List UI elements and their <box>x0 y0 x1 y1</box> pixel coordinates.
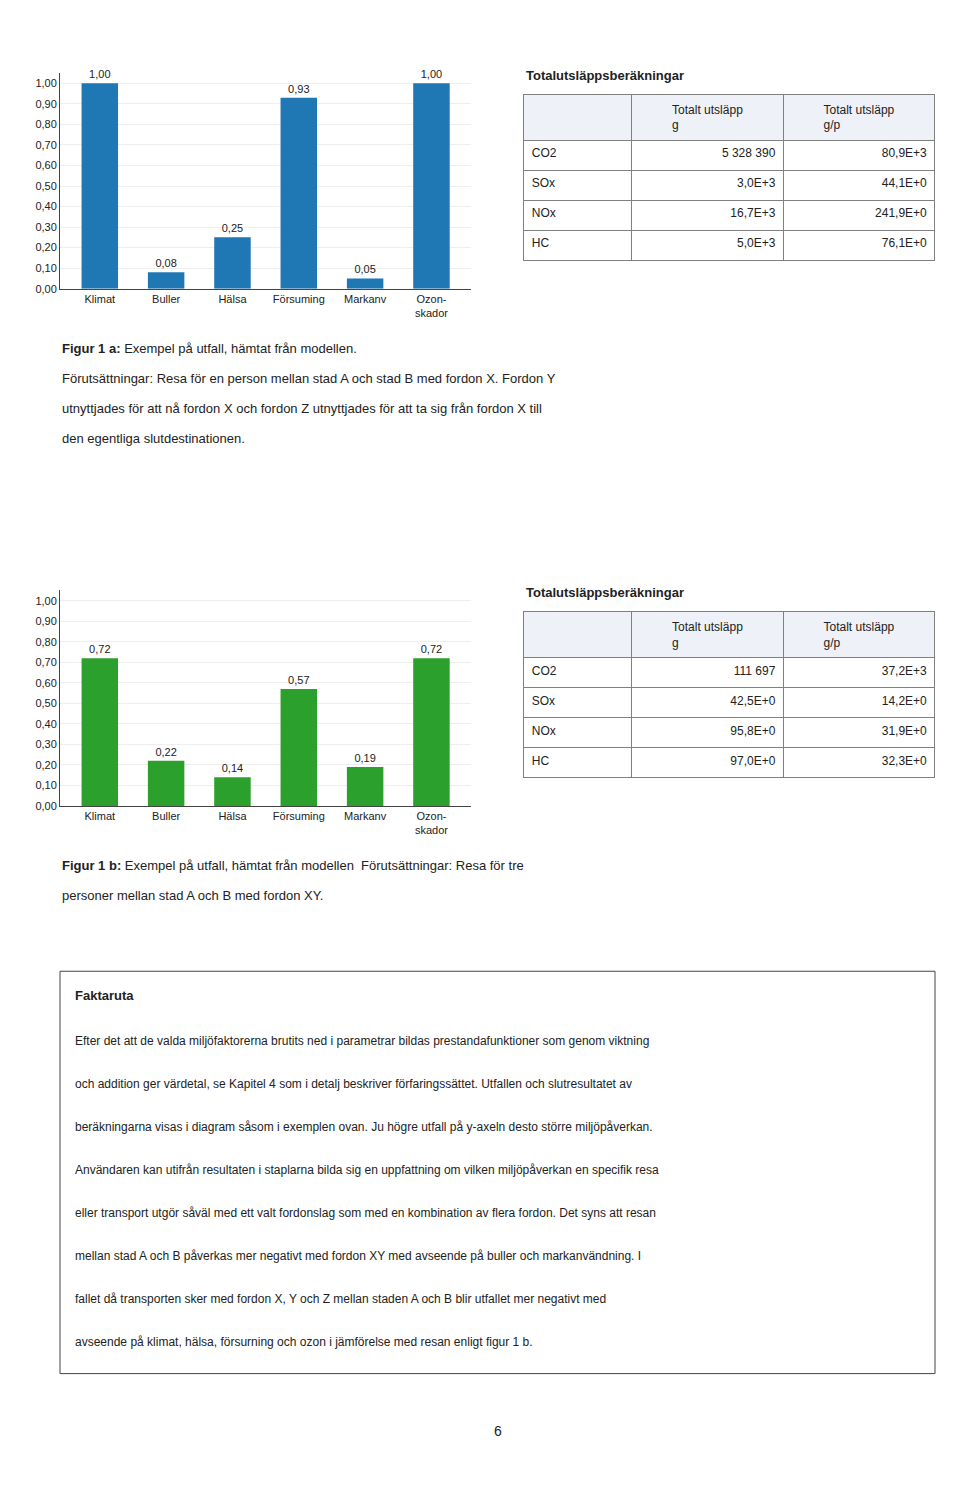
svg-text:Totalt utsläppg: Totalt utsläppg <box>672 103 743 133</box>
svg-text:0,20: 0,20 <box>35 241 56 253</box>
svg-text:utnyttjades för att nå fordon: utnyttjades för att nå fordon X och ford… <box>62 401 542 416</box>
svg-text:0,60: 0,60 <box>35 677 56 689</box>
svg-text:1,00: 1,00 <box>421 68 442 80</box>
svg-text:Totalt utsläppg: Totalt utsläppg <box>672 620 743 650</box>
svg-text:0,40: 0,40 <box>35 200 56 212</box>
svg-text:HC: HC <box>532 236 550 250</box>
svg-text:fallet då transporten sker med: fallet då transporten sker med fordon X,… <box>75 1292 606 1306</box>
svg-text:31,9E+0: 31,9E+0 <box>882 724 927 738</box>
svg-text:Totalt utsläppg/p: Totalt utsläppg/p <box>824 103 895 133</box>
svg-text:0,25: 0,25 <box>222 222 243 234</box>
svg-text:0,80: 0,80 <box>35 636 56 648</box>
svg-text:0,30: 0,30 <box>35 738 56 750</box>
svg-text:Användaren kan utifrån resulta: Användaren kan utifrån resultaten i stap… <box>75 1163 659 1177</box>
svg-text:0,22: 0,22 <box>155 746 176 758</box>
svg-text:SOx: SOx <box>532 176 555 190</box>
svg-text:0,93: 0,93 <box>288 83 309 95</box>
svg-text:0,10: 0,10 <box>35 262 56 274</box>
svg-text:111 697: 111 697 <box>734 664 776 678</box>
svg-text:42,5E+0: 42,5E+0 <box>730 694 775 708</box>
svg-text:NOx: NOx <box>532 724 556 738</box>
svg-text:Figur 1 a: Exempel på utfall,: Figur 1 a: Exempel på utfall, hämtat frå… <box>62 341 357 356</box>
svg-text:0,90: 0,90 <box>35 98 56 110</box>
svg-text:76,1E+0: 76,1E+0 <box>882 236 927 250</box>
svg-text:16,7E+3: 16,7E+3 <box>730 206 775 220</box>
svg-text:0,00: 0,00 <box>35 800 56 812</box>
svg-text:NOx: NOx <box>532 206 556 220</box>
svg-text:241,9E+0: 241,9E+0 <box>875 206 927 220</box>
svg-text:CO2: CO2 <box>532 664 557 678</box>
svg-text:mellan stad A och B påverkas m: mellan stad A och B påverkas mer negativ… <box>75 1249 641 1263</box>
svg-text:95,8E+0: 95,8E+0 <box>730 724 775 738</box>
svg-text:32,3E+0: 32,3E+0 <box>882 754 927 768</box>
svg-text:Faktaruta: Faktaruta <box>75 988 134 1003</box>
svg-text:beräkningarna visas i diagram: beräkningarna visas i diagram såsom i ex… <box>75 1120 653 1134</box>
svg-text:den egentliga slutdestinatione: den egentliga slutdestinationen. <box>62 431 245 446</box>
svg-text:0,70: 0,70 <box>35 139 56 151</box>
svg-text:eller transport utgör såväl me: eller transport utgör såväl med ett valt… <box>75 1206 656 1220</box>
svg-text:Totalutsläppsberäkningar: Totalutsläppsberäkningar <box>526 585 684 600</box>
svg-text:5 328 390: 5 328 390 <box>722 146 776 160</box>
svg-text:1,00: 1,00 <box>35 77 56 89</box>
svg-text:0,30: 0,30 <box>35 221 56 233</box>
svg-text:0,10: 0,10 <box>35 779 56 791</box>
svg-text:0,50: 0,50 <box>35 697 56 709</box>
svg-text:97,0E+0: 97,0E+0 <box>730 754 775 768</box>
svg-text:37,2E+3: 37,2E+3 <box>882 664 927 678</box>
svg-text:0,40: 0,40 <box>35 718 56 730</box>
svg-text:Figur 1 b: Exempel på utfall,: Figur 1 b: Exempel på utfall, hämtat frå… <box>62 858 524 873</box>
svg-text:0,90: 0,90 <box>35 615 56 627</box>
svg-text:1,00: 1,00 <box>89 68 110 80</box>
svg-text:14,2E+0: 14,2E+0 <box>882 694 927 708</box>
svg-text:Totalutsläppsberäkningar: Totalutsläppsberäkningar <box>526 68 684 83</box>
svg-text:0,05: 0,05 <box>354 263 375 275</box>
svg-text:Klimat: Klimat <box>85 810 116 822</box>
svg-text:0,00: 0,00 <box>35 283 56 295</box>
svg-text:0,70: 0,70 <box>35 656 56 668</box>
svg-text:0,50: 0,50 <box>35 180 56 192</box>
svg-text:HC: HC <box>532 754 550 768</box>
svg-text:Totalt utsläppg/p: Totalt utsläppg/p <box>824 620 895 650</box>
svg-text:5,0E+3: 5,0E+3 <box>737 236 776 250</box>
svg-text:0,19: 0,19 <box>354 752 375 764</box>
svg-text:SOx: SOx <box>532 694 555 708</box>
svg-text:Buller: Buller <box>152 810 180 822</box>
svg-text:Markanv: Markanv <box>344 810 387 822</box>
svg-text:0,80: 0,80 <box>35 118 56 130</box>
svg-text:Förutsättningar: Resa för en p: Förutsättningar: Resa för en person mell… <box>62 371 556 386</box>
svg-text:0,60: 0,60 <box>35 159 56 171</box>
svg-text:44,1E+0: 44,1E+0 <box>882 176 927 190</box>
svg-text:Markanv: Markanv <box>344 293 387 305</box>
svg-text:3,0E+3: 3,0E+3 <box>737 176 776 190</box>
svg-text:Ozon-skador: Ozon-skador <box>415 810 448 836</box>
svg-text:och addition ger värdetal, se: och addition ger värdetal, se Kapitel 4 … <box>75 1077 632 1091</box>
svg-text:Försuming: Försuming <box>273 810 325 822</box>
svg-text:80,9E+3: 80,9E+3 <box>882 146 927 160</box>
svg-text:6: 6 <box>494 1423 502 1439</box>
svg-text:0,72: 0,72 <box>421 643 442 655</box>
svg-text:Försuming: Försuming <box>273 293 325 305</box>
svg-text:Ozon-skador: Ozon-skador <box>415 293 448 319</box>
svg-text:0,20: 0,20 <box>35 759 56 771</box>
svg-text:Hälsa: Hälsa <box>218 810 247 822</box>
svg-text:Efter det att de valda miljöfa: Efter det att de valda miljöfaktorerna b… <box>75 1034 649 1048</box>
svg-text:Buller: Buller <box>152 293 180 305</box>
svg-text:0,57: 0,57 <box>288 674 309 686</box>
svg-text:avseende på klimat, hälsa, för: avseende på klimat, hälsa, försurning oc… <box>75 1335 533 1349</box>
svg-text:Hälsa: Hälsa <box>218 293 247 305</box>
svg-text:CO2: CO2 <box>532 146 557 160</box>
svg-text:personer mellan stad A och B m: personer mellan stad A och B med fordon … <box>62 888 323 903</box>
svg-text:1,00: 1,00 <box>35 595 56 607</box>
svg-text:0,08: 0,08 <box>155 257 176 269</box>
svg-text:0,14: 0,14 <box>222 762 243 774</box>
svg-text:Klimat: Klimat <box>85 293 116 305</box>
svg-text:0,72: 0,72 <box>89 643 110 655</box>
